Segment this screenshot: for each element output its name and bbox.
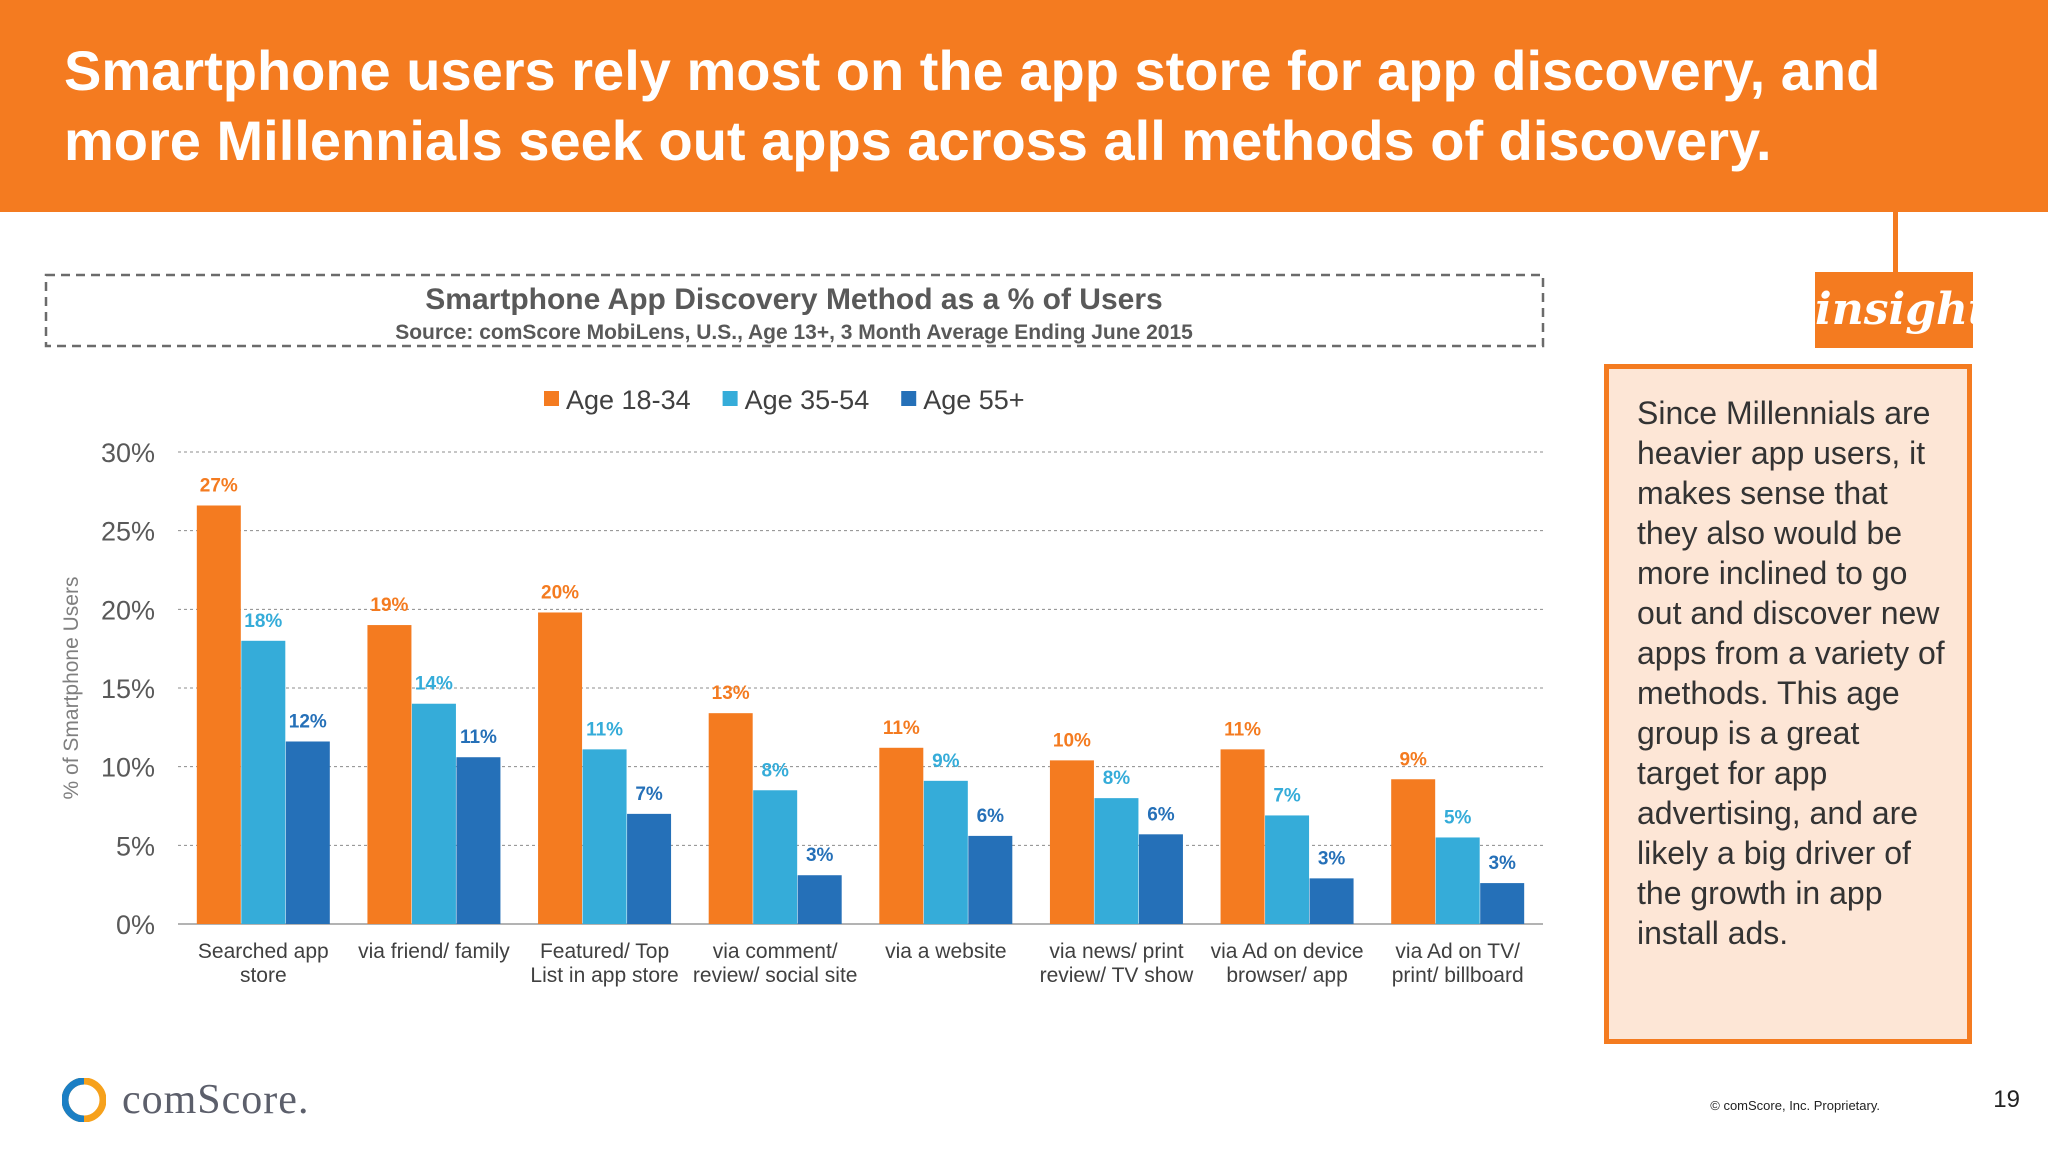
bar bbox=[1309, 878, 1354, 924]
x-category-label: via friend/ family bbox=[358, 940, 510, 963]
bar bbox=[367, 625, 412, 924]
bar bbox=[1220, 749, 1265, 924]
chart-bars bbox=[196, 505, 1525, 924]
comscore-logo: comScore. bbox=[62, 1076, 309, 1124]
legend-label: Age 18-34 bbox=[566, 385, 691, 415]
insight-connector bbox=[1893, 212, 1898, 274]
legend-swatch bbox=[901, 391, 917, 406]
y-tick-label: 20% bbox=[101, 595, 155, 625]
insight-text: Since Millennials are heavier app users,… bbox=[1637, 395, 1945, 951]
legend-swatch bbox=[722, 391, 738, 406]
x-category-label: via news/ print review/ TV show bbox=[1040, 940, 1194, 987]
y-tick-label: 0% bbox=[116, 910, 155, 940]
data-label: 11% bbox=[1224, 719, 1261, 740]
data-label: 8% bbox=[761, 760, 789, 781]
bar bbox=[797, 875, 842, 924]
bar bbox=[1138, 834, 1183, 924]
bar bbox=[241, 640, 286, 924]
bar bbox=[1391, 779, 1436, 924]
x-category-label: via comment/review/ social site bbox=[693, 940, 858, 987]
x-axis-categories: Searched app store via friend/ family Featu… bbox=[198, 940, 1524, 987]
chart-legend: Age 18-34 Age 35-54 Age 55+ bbox=[544, 385, 1025, 415]
x-category-label: via Ad on device browser/ app bbox=[1211, 940, 1364, 987]
header-banner: Smartphone users rely most on the app st… bbox=[0, 0, 2048, 212]
chart-subtitle: Source: comScore MobiLens, U.S., Age 13+… bbox=[395, 321, 1193, 344]
data-label: 6% bbox=[977, 806, 1005, 827]
data-label: 27% bbox=[200, 475, 238, 496]
data-label: 14% bbox=[415, 674, 453, 695]
data-label: 12% bbox=[289, 711, 327, 732]
legend-label: Age 55+ bbox=[923, 385, 1024, 415]
x-category-label: via Ad on TV/print/ billboard bbox=[1392, 940, 1524, 987]
data-label: 8% bbox=[1103, 768, 1131, 789]
chart-title-frame bbox=[44, 273, 1545, 348]
bar bbox=[582, 749, 627, 924]
y-axis-label: % of Smartphone Users bbox=[60, 577, 83, 800]
data-label: 7% bbox=[1273, 785, 1301, 806]
data-label: 9% bbox=[1399, 749, 1427, 770]
bar bbox=[411, 703, 456, 924]
data-label: 20% bbox=[541, 582, 579, 603]
bar bbox=[879, 747, 924, 924]
chart-title: Smartphone App Discovery Method as a % o… bbox=[425, 283, 1162, 316]
page-title: Smartphone users rely most on the app st… bbox=[64, 36, 2004, 176]
y-tick-label: 25% bbox=[101, 517, 155, 547]
bar bbox=[1435, 837, 1480, 924]
data-label: 7% bbox=[635, 784, 663, 805]
data-label: 5% bbox=[1444, 807, 1472, 828]
bar bbox=[1265, 815, 1310, 924]
bar bbox=[1480, 883, 1525, 924]
insight-tag: insight bbox=[1815, 272, 1988, 348]
x-category-label: Featured/ Top List in app store bbox=[530, 940, 678, 987]
y-tick-label: 15% bbox=[101, 674, 155, 704]
data-label: 3% bbox=[1318, 848, 1346, 869]
bar bbox=[627, 813, 672, 924]
legend-label: Age 35-54 bbox=[745, 385, 870, 415]
y-axis-ticks: 0% 5% 10% 15% 20% 25% 30% bbox=[101, 438, 155, 940]
data-label: 18% bbox=[244, 611, 282, 632]
y-tick-label: 10% bbox=[101, 753, 155, 783]
bar bbox=[285, 741, 330, 924]
bar bbox=[923, 780, 968, 924]
bar bbox=[708, 713, 753, 924]
legend-swatch bbox=[544, 391, 559, 406]
y-tick-label: 30% bbox=[101, 438, 155, 468]
insight-box: Since Millennials are heavier app users,… bbox=[1604, 364, 1972, 1044]
y-tick-label: 5% bbox=[116, 831, 155, 861]
data-label: 19% bbox=[370, 595, 408, 616]
bar bbox=[538, 612, 583, 924]
comscore-logo-text: comScore. bbox=[122, 1077, 310, 1123]
x-category-label: via a website bbox=[885, 940, 1006, 963]
bar bbox=[1049, 760, 1094, 924]
data-label: 3% bbox=[806, 845, 834, 866]
bar bbox=[1094, 798, 1139, 924]
data-label: 13% bbox=[712, 683, 750, 704]
page-title-line-1: Smartphone users rely most on the app st… bbox=[64, 39, 1881, 102]
bar bbox=[456, 757, 501, 924]
data-label: 11% bbox=[460, 727, 497, 748]
data-label: 3% bbox=[1488, 853, 1516, 874]
bar bbox=[753, 790, 798, 924]
data-label: 11% bbox=[586, 719, 623, 740]
data-label: 11% bbox=[883, 718, 920, 739]
bar bbox=[196, 505, 241, 924]
page-title-line-2: more Millennials seek out apps across al… bbox=[64, 109, 1772, 172]
data-label: 9% bbox=[932, 751, 960, 772]
chart-data-labels: 27% 18% 12% 19% 14% 11% 20% 11% 7% 13% 8% 3% 11% 9% 6%… bbox=[200, 475, 1516, 874]
bar bbox=[968, 835, 1013, 924]
data-label: 6% bbox=[1147, 804, 1175, 825]
x-category-label: Searched app store bbox=[198, 940, 329, 987]
comscore-logo-icon bbox=[62, 1078, 106, 1122]
page-number: 19 bbox=[1993, 1086, 2020, 1113]
data-label: 10% bbox=[1053, 730, 1091, 751]
copyright-notice: © comScore, Inc. Proprietary. bbox=[1710, 1098, 1880, 1113]
